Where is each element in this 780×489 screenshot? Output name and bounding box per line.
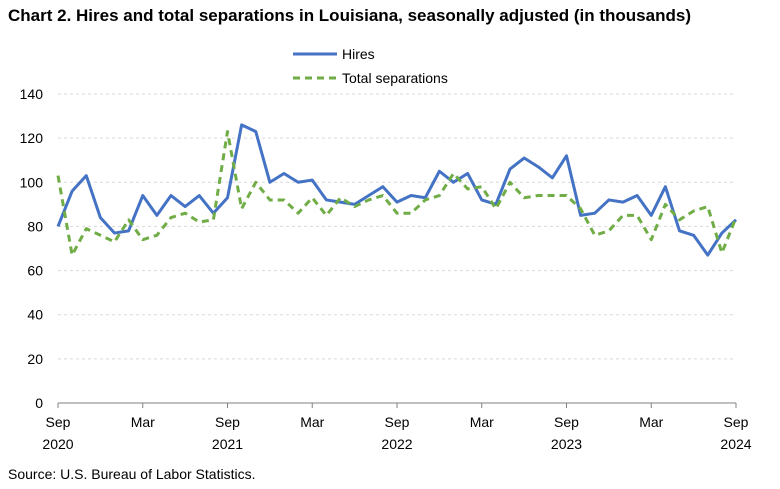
x-tick-year: 2021 [212, 436, 243, 452]
y-tick-label: 120 [20, 130, 44, 146]
y-tick-label: 20 [27, 351, 43, 367]
x-tick-month: Sep [385, 414, 410, 430]
legend-label-total-separations: Total separations [342, 70, 448, 86]
x-tick-year: 2024 [720, 436, 751, 452]
x-tick-month: Sep [554, 414, 579, 430]
x-tick-month: Sep [215, 414, 240, 430]
x-axis-ticks: Sep 2020 Mar Sep 2021 Mar Sep 2022 Mar Sep 2023 Mar… [42, 403, 752, 452]
x-tick-month: Mar [470, 414, 494, 430]
x-tick-month: Mar [300, 414, 324, 430]
x-tick-year: 2020 [42, 436, 73, 452]
chart-title: Chart 2. Hires and total separations in … [8, 6, 691, 25]
legend: Hires Total separations [293, 46, 448, 86]
x-tick-month: Sep [46, 414, 71, 430]
gridlines [58, 93, 736, 360]
x-tick-year: 2022 [381, 436, 412, 452]
x-tick-month: Mar [639, 414, 663, 430]
y-tick-label: 100 [20, 174, 44, 190]
source-note: Source: U.S. Bureau of Labor Statistics. [8, 466, 256, 482]
x-tick-month: Sep [724, 414, 749, 430]
series-line-total-separations [56, 130, 738, 257]
x-tick-month: Mar [131, 414, 155, 430]
series-lines [56, 123, 738, 257]
y-tick-label: 140 [20, 86, 44, 102]
y-tick-label: 0 [35, 395, 43, 411]
x-tick-year: 2023 [551, 436, 582, 452]
y-tick-label: 80 [27, 218, 43, 234]
y-tick-label: 40 [27, 307, 43, 323]
y-tick-label: 60 [27, 263, 43, 279]
y-axis-ticks: 0 20 40 60 80 100 120 140 [20, 86, 44, 411]
legend-label-hires: Hires [342, 46, 375, 62]
series-line-hires [56, 123, 738, 257]
